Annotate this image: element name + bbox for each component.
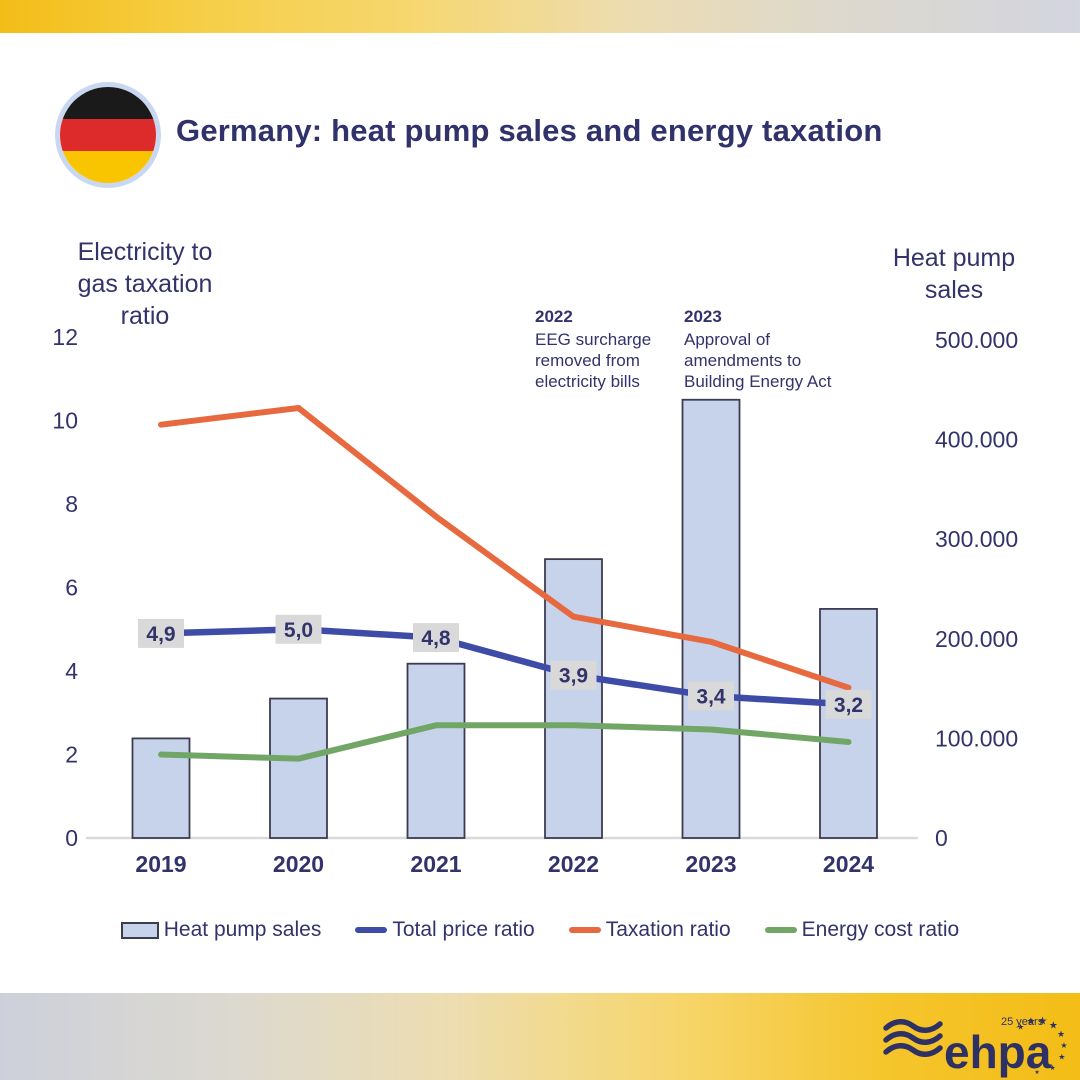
line-total-price-ratio [157, 626, 852, 708]
right-axis-tick-label: 0 [935, 825, 948, 851]
data-label-box [138, 618, 184, 648]
annotation-line: Approval of [684, 330, 770, 349]
legend-item-total-price-ratio: Total price ratio [355, 918, 535, 942]
annotation-line: amendments to [684, 351, 802, 370]
legend-swatch-line [568, 927, 601, 933]
logo-star-icon: ★ [1058, 1052, 1065, 1061]
right-axis-tick-label: 500.000 [935, 327, 1018, 353]
flag-stripe-red [60, 119, 156, 151]
right-axis-tick-label: 300.000 [935, 526, 1018, 552]
right-axis-tick-label: 200.000 [935, 626, 1018, 652]
legend-swatch-bar [120, 921, 159, 939]
left-axis-tick-label: 12 [52, 324, 78, 350]
logo-wave-icon [883, 1043, 943, 1057]
logo-star-icon: ★ [1034, 1069, 1039, 1076]
right-axis-title-line: sales [924, 276, 984, 304]
logo-star-icon: ★ [1049, 1021, 1058, 1032]
logo-star-icon: ★ [1026, 1017, 1035, 1028]
germany-flag-icon [55, 82, 161, 188]
left-axis-tick-label: 6 [65, 575, 78, 601]
logo-star-icon: ★ [1038, 1015, 1048, 1027]
data-label-box [688, 681, 734, 711]
left-axis-title-line: gas taxation [77, 270, 213, 298]
legend-swatch-line [764, 927, 797, 933]
annotation-year: 2022 [535, 307, 573, 326]
legend-label: Total price ratio [392, 918, 535, 941]
right-axis-title-line: Heat pump [892, 244, 1016, 272]
x-axis-label-2021: 2021 [410, 851, 461, 877]
bar-2021 [406, 662, 466, 839]
data-label-box [550, 660, 597, 690]
x-axis-label-2022: 2022 [548, 851, 599, 877]
top-gradient-banner [0, 0, 1080, 33]
logo-star-icon: ★ [1017, 1023, 1024, 1032]
annotation-year: 2023 [684, 307, 722, 326]
annotation-line: electricity bills [535, 372, 640, 391]
logo-star-icon: ★ [1057, 1029, 1065, 1039]
left-axis-title: Electricity to gas taxation ratio [45, 236, 245, 332]
annotation-2023: 2023 Approval of amendments to Building Ene… [684, 306, 859, 392]
line-energy-cost-ratio [158, 722, 852, 762]
logo-wave-icon [883, 1019, 943, 1033]
annotation-line: removed from [535, 351, 640, 370]
x-axis-label-2020: 2020 [273, 851, 324, 877]
data-label-box [275, 614, 322, 644]
right-axis-tick-label: 100.000 [935, 725, 1018, 751]
data-label: 4,9 [146, 623, 175, 646]
logo-25-years-label: 25 years [1001, 1016, 1044, 1028]
left-axis-tick-label: 2 [65, 742, 78, 768]
left-axis-tick-label: 0 [65, 825, 78, 851]
bottom-gradient-banner [0, 993, 1080, 1080]
data-label-box [825, 689, 872, 719]
x-axis-label-2023: 2023 [685, 851, 736, 877]
logo-star-icon: ★ [1060, 1041, 1067, 1050]
legend-item-taxation-ratio: Taxation ratio [568, 918, 731, 942]
data-label: 5,0 [284, 619, 313, 642]
right-axis-tick-label: 400.000 [935, 427, 1018, 453]
left-axis-tick-label: 4 [65, 658, 78, 684]
annotation-line: Building Energy Act [684, 372, 832, 391]
data-label: 4,8 [421, 627, 451, 650]
left-axis-title-line: Electricity to [77, 238, 213, 266]
right-axis-title: Heat pump sales [875, 242, 1033, 306]
legend-swatch-line [355, 927, 388, 933]
bar-2020 [269, 697, 328, 839]
logo-star-icon: ★ [1049, 1064, 1055, 1072]
line-taxation-ratio [158, 404, 852, 691]
left-axis-tick-label: 8 [65, 491, 78, 517]
chart-legend: Heat pump sales Total price ratio Taxation… [0, 911, 1080, 949]
bar-2024 [819, 608, 878, 839]
x-axis-label-2024: 2024 [823, 851, 874, 877]
data-label: 3,9 [559, 665, 588, 688]
legend-item-energy-cost-ratio: Energy cost ratio [764, 918, 960, 942]
legend-label: Heat pump sales [163, 918, 322, 941]
left-axis-title-line: ratio [120, 302, 170, 330]
data-label: 3,2 [834, 694, 863, 717]
logo-wave-icon [883, 1031, 943, 1045]
annotation-line: EEG surcharge [535, 330, 652, 349]
page-title: Germany: heat pump sales and energy taxa… [176, 113, 883, 148]
legend-label: Taxation ratio [605, 918, 731, 941]
legend-label: Energy cost ratio [801, 918, 960, 941]
x-axis-label-2019: 2019 [135, 851, 186, 877]
annotation-2022: 2022 EEG surcharge removed from electricity… [535, 306, 710, 392]
logo-wordmark: ehpa [944, 1026, 1052, 1078]
left-axis-tick-label: 10 [52, 408, 78, 434]
bar-2023 [681, 398, 741, 839]
legend-item-heat-pump-sales: Heat pump sales [120, 918, 322, 942]
data-label-box [413, 623, 459, 653]
data-label: 3,4 [696, 686, 726, 709]
